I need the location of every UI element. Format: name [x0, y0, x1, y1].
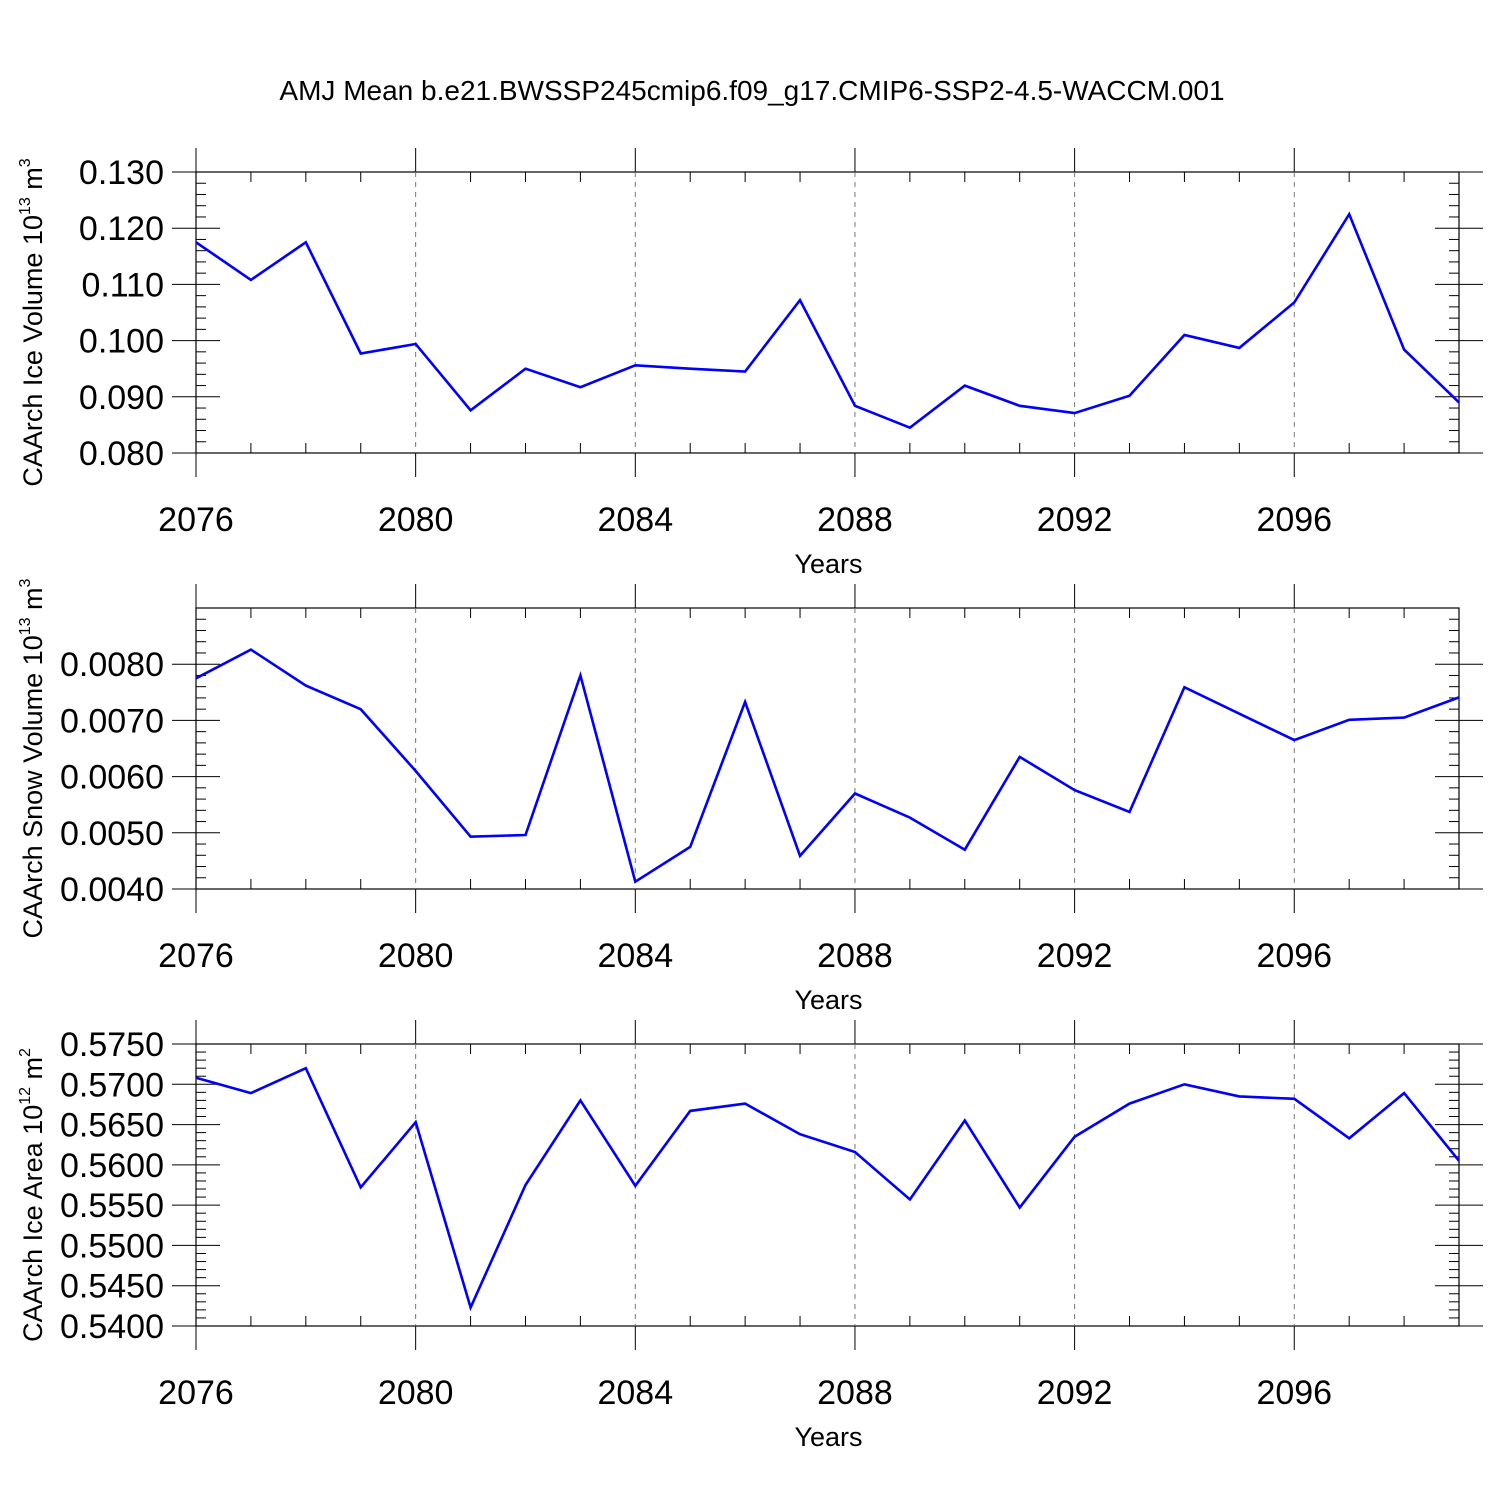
plot-frame: [195, 171, 1460, 454]
y-axis-label-unit: m: [18, 167, 48, 197]
y-axis-label: CAArch Ice Volume 1013 m3: [17, 158, 48, 486]
x-axis-label: Years: [794, 985, 862, 1015]
x-tick-label: 2076: [158, 937, 234, 975]
y-axis-label-unit-exponent: 2: [17, 1048, 34, 1057]
x-tick-label: 2096: [1256, 937, 1332, 975]
x-tick-label: 2088: [817, 501, 893, 539]
y-tick-label: 0.090: [79, 379, 164, 417]
x-tick-label: 2096: [1256, 1374, 1332, 1412]
x-tick-label: 2080: [378, 937, 454, 975]
y-tick-label: 0.100: [79, 323, 164, 361]
y-tick-label: 0.5400: [60, 1308, 164, 1346]
y-tick-label: 0.080: [79, 435, 164, 473]
x-tick-label: 2088: [817, 937, 893, 975]
y-axis-label-text: CAArch Ice Area 10: [18, 1105, 48, 1342]
chart-title: AMJ Mean b.e21.BWSSP245cmip6.f09_g17.CMI…: [279, 75, 1224, 106]
y-axis-label-unit: m: [18, 587, 48, 617]
x-tick-label: 2080: [378, 501, 454, 539]
y-tick-label: 0.0050: [60, 815, 164, 853]
y-tick-label: 0.0060: [60, 759, 164, 797]
y-axis-label-text: CAArch Snow Volume 10: [18, 635, 48, 938]
y-tick-label: 0.130: [79, 154, 164, 192]
y-axis-label: CAArch Snow Volume 1013 m3: [17, 578, 48, 938]
y-axis-label-exponent: 13: [17, 197, 34, 215]
x-tick-label: 2084: [597, 1374, 673, 1412]
x-tick-label: 2092: [1037, 1374, 1113, 1412]
y-tick-label: 0.5700: [60, 1066, 164, 1104]
x-tick-label: 2080: [378, 1374, 454, 1412]
y-axis-label: CAArch Ice Area 1012 m2: [17, 1048, 48, 1342]
y-tick-label: 0.5600: [60, 1147, 164, 1185]
y-tick-label: 0.5450: [60, 1268, 164, 1306]
x-tick-label: 2096: [1256, 501, 1332, 539]
y-axis-label-unit-exponent: 3: [17, 158, 34, 167]
y-tick-label: 0.5750: [60, 1026, 164, 1064]
y-tick-label: 0.0040: [60, 871, 164, 909]
panel-2: 0.0040 0.0050 0.0060 0.0070 0.0080 2076 2080 20…: [17, 578, 1483, 1015]
y-tick-label: 0.5500: [60, 1227, 164, 1265]
y-axis-label-exponent: 13: [17, 617, 34, 635]
x-tick-label: 2076: [158, 501, 234, 539]
y-tick-label: 0.120: [79, 210, 164, 248]
y-axis-label-exponent: 12: [17, 1087, 34, 1105]
plot-frame: [195, 1043, 1460, 1327]
y-tick-label: 0.5550: [60, 1187, 164, 1225]
y-tick-label: 0.0080: [60, 646, 164, 684]
panel-3: 0.54000.54500.55000.55500.56000.56500.57…: [17, 1020, 1483, 1452]
x-tick-label: 2084: [597, 501, 673, 539]
y-tick-label: 0.5650: [60, 1107, 164, 1145]
plot-frame: [195, 607, 1460, 890]
x-tick-label: 2092: [1037, 937, 1113, 975]
x-tick-label: 2084: [597, 937, 673, 975]
y-axis-label-text: CAArch Ice Volume 10: [18, 215, 48, 487]
x-tick-label: 2088: [817, 1374, 893, 1412]
y-tick-label: 0.110: [81, 266, 164, 304]
x-tick-label: 2092: [1037, 501, 1113, 539]
series-line: [195, 648, 1460, 884]
x-axis-label: Years: [794, 1422, 862, 1452]
x-axis-label: Years: [794, 549, 862, 579]
series-line: [195, 1066, 1461, 1312]
y-axis-label-unit-exponent: 3: [17, 578, 34, 587]
panel-1: 0.080 0.090 0.100 0.110 0.120 0.130 2076 2080 20…: [17, 148, 1483, 579]
x-tick-label: 2076: [158, 1374, 234, 1412]
y-tick-label: 0.0070: [60, 702, 164, 740]
series-line: [195, 211, 1460, 430]
y-axis-label-unit: m: [18, 1057, 48, 1087]
